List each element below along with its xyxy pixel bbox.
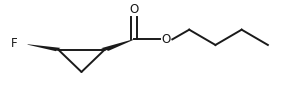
Text: F: F (11, 37, 17, 50)
Polygon shape (101, 39, 134, 51)
Text: O: O (129, 3, 138, 16)
Polygon shape (27, 44, 61, 51)
Text: O: O (161, 33, 171, 46)
